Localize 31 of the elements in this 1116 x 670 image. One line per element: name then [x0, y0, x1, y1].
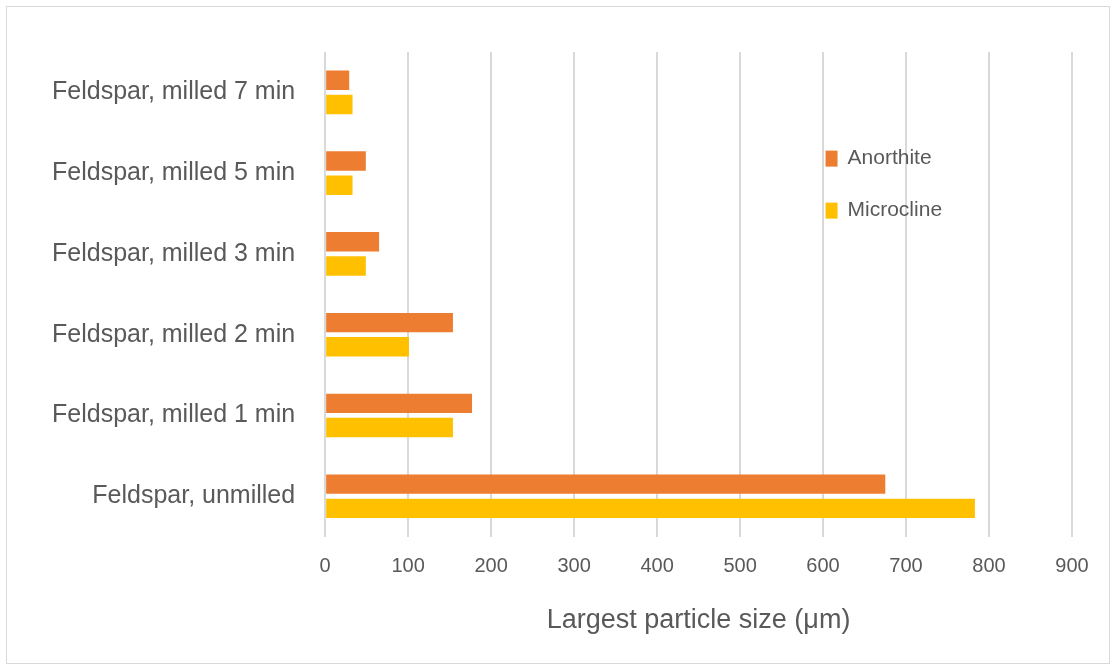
x-tick-label: 800: [972, 554, 1006, 577]
bar: [326, 256, 366, 276]
x-tick-label: 400: [640, 554, 674, 577]
y-tick-label: Feldspar, milled 3 min: [52, 237, 296, 266]
bar: [326, 70, 350, 90]
y-tick-label: Feldspar, milled 2 min: [52, 318, 296, 347]
bar: [326, 337, 409, 357]
y-tick-label: Feldspar, milled 5 min: [52, 157, 296, 186]
bar: [326, 393, 473, 414]
x-tick-label: 0: [319, 554, 331, 577]
x-tick-label: 200: [474, 554, 508, 577]
x-tick-label: 900: [1055, 554, 1089, 577]
x-tick-label: 500: [723, 554, 757, 577]
bar: [326, 94, 353, 115]
x-tick-label: 300: [557, 554, 591, 577]
x-tick-label: 600: [806, 554, 840, 577]
legend-label: Anorthite: [847, 145, 932, 169]
bar: [326, 498, 975, 519]
bar: [326, 151, 366, 171]
y-tick-label: Feldspar, unmilled: [92, 480, 296, 509]
x-tick-label: 100: [391, 554, 425, 577]
x-axis-title: Largest particle size (μm): [546, 604, 851, 635]
bar: [326, 417, 453, 438]
bar: [326, 312, 453, 333]
legend-label: Microcline: [847, 197, 943, 221]
y-tick-label: Feldspar, milled 7 min: [52, 76, 296, 105]
bar: [326, 232, 380, 252]
bar: [326, 175, 353, 195]
bar: [326, 474, 886, 494]
y-tick-label: Feldspar, milled 1 min: [52, 399, 296, 428]
x-tick-label: 700: [889, 554, 923, 577]
